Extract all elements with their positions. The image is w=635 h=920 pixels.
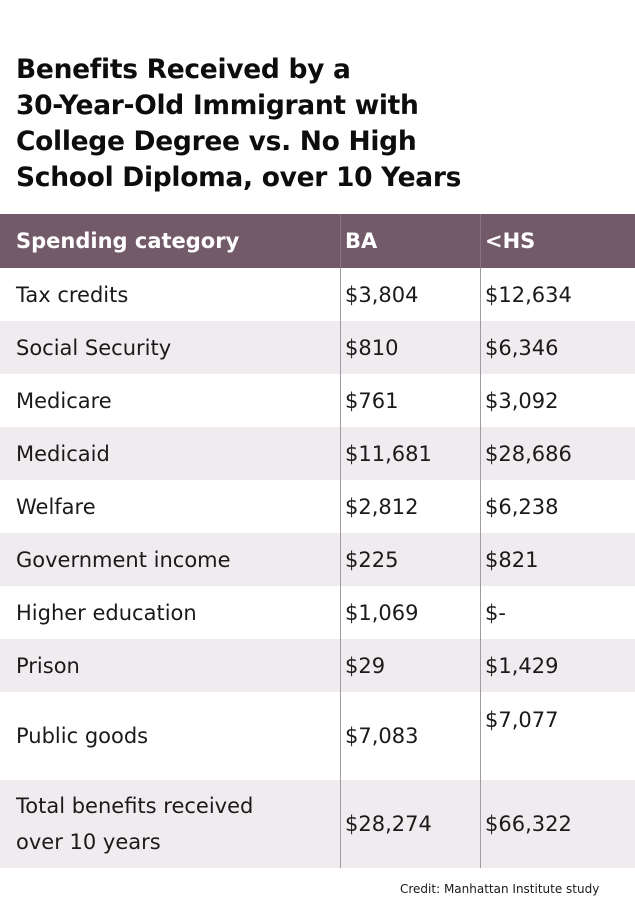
table-row: Social Security $810 $6,346 <box>0 321 635 374</box>
hs-cell: $3,092 <box>480 374 635 427</box>
table-row: Higher education $1,069 $- <box>0 586 635 639</box>
chart-title: Benefits Received by a 30-Year-Old Immig… <box>16 54 462 193</box>
source-credit: Credit: Manhattan Institute study <box>400 882 600 896</box>
category-cell: Medicaid <box>16 441 110 466</box>
category-cell: Social Security <box>16 335 172 360</box>
ba-cell: $3,804 <box>340 268 480 321</box>
table-total-row: Total benefits received over 10 years $2… <box>0 780 635 868</box>
category-cell: Total benefits received over 10 years <box>16 794 254 854</box>
ba-cell: $2,812 <box>340 480 480 533</box>
category-cell: Public goods <box>16 724 149 748</box>
ba-cell: $11,681 <box>340 427 480 480</box>
category-cell: Prison <box>16 653 80 678</box>
header-ba: BA <box>340 214 480 268</box>
hs-cell: $12,634 <box>480 268 635 321</box>
table-header-row: Spending category BA <HS <box>0 214 635 268</box>
hs-cell: $821 <box>480 533 635 586</box>
ba-cell: $7,083 <box>340 692 480 780</box>
table-row: Government income $225 $821 <box>0 533 635 586</box>
hs-cell: $7,077 <box>480 692 635 780</box>
ba-cell: $810 <box>340 321 480 374</box>
table-row: Public goods $7,083 $7,077 <box>0 692 635 780</box>
table-row: Medicare $761 $3,092 <box>0 374 635 427</box>
ba-cell: $1,069 <box>340 586 480 639</box>
hs-cell: $1,429 <box>480 639 635 692</box>
ba-cell: $28,274 <box>340 780 480 868</box>
hs-cell: $- <box>480 586 635 639</box>
hs-cell: $66,322 <box>480 780 635 868</box>
table-row: Welfare $2,812 $6,238 <box>0 480 635 533</box>
ba-cell: $29 <box>340 639 480 692</box>
category-cell: Government income <box>16 547 231 572</box>
category-cell: Tax credits <box>16 282 129 307</box>
category-cell: Higher education <box>16 600 197 625</box>
hs-cell: $6,238 <box>480 480 635 533</box>
table-row: Prison $29 $1,429 <box>0 639 635 692</box>
header-hs: <HS <box>480 214 635 268</box>
table-row: Medicaid $11,681 $28,686 <box>0 427 635 480</box>
category-cell: Medicare <box>16 388 112 413</box>
hs-cell: $6,346 <box>480 321 635 374</box>
ba-cell: $761 <box>340 374 480 427</box>
ba-cell: $225 <box>340 533 480 586</box>
table-row: Tax credits $3,804 $12,634 <box>0 268 635 321</box>
header-category: Spending category <box>16 229 240 253</box>
hs-cell: $28,686 <box>480 427 635 480</box>
benefits-table: Spending category BA <HS Tax credits $3,… <box>0 214 635 868</box>
category-cell: Welfare <box>16 494 96 519</box>
